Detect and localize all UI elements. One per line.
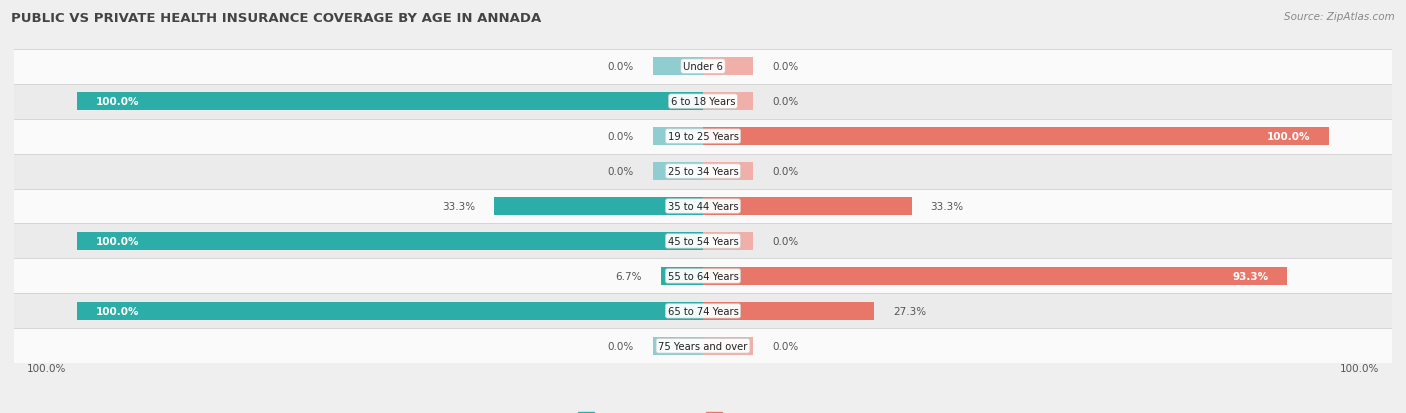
Bar bbox=[77, 93, 703, 111]
Bar bbox=[0, 119, 1406, 154]
Text: 19 to 25 Years: 19 to 25 Years bbox=[668, 132, 738, 142]
Bar bbox=[0, 294, 1406, 329]
Text: 0.0%: 0.0% bbox=[772, 97, 799, 107]
Text: 0.0%: 0.0% bbox=[772, 341, 799, 351]
Bar bbox=[0, 154, 1406, 189]
Bar bbox=[0, 329, 1406, 363]
Text: 6.7%: 6.7% bbox=[616, 271, 643, 281]
Bar bbox=[652, 163, 703, 181]
Text: 45 to 54 Years: 45 to 54 Years bbox=[668, 236, 738, 247]
Bar bbox=[703, 163, 754, 181]
Text: 100.0%: 100.0% bbox=[1340, 363, 1379, 373]
Bar bbox=[77, 232, 703, 250]
Text: 100.0%: 100.0% bbox=[27, 363, 66, 373]
Text: 0.0%: 0.0% bbox=[772, 236, 799, 247]
Text: PUBLIC VS PRIVATE HEALTH INSURANCE COVERAGE BY AGE IN ANNADA: PUBLIC VS PRIVATE HEALTH INSURANCE COVER… bbox=[11, 12, 541, 25]
Text: 0.0%: 0.0% bbox=[772, 62, 799, 72]
Text: 35 to 44 Years: 35 to 44 Years bbox=[668, 202, 738, 211]
Bar bbox=[0, 224, 1406, 259]
Text: 25 to 34 Years: 25 to 34 Years bbox=[668, 166, 738, 177]
Text: 0.0%: 0.0% bbox=[772, 166, 799, 177]
Text: 93.3%: 93.3% bbox=[1233, 271, 1268, 281]
Bar bbox=[0, 189, 1406, 224]
Text: 75 Years and over: 75 Years and over bbox=[658, 341, 748, 351]
Bar bbox=[703, 302, 875, 320]
Text: 6 to 18 Years: 6 to 18 Years bbox=[671, 97, 735, 107]
Text: 55 to 64 Years: 55 to 64 Years bbox=[668, 271, 738, 281]
Text: 100.0%: 100.0% bbox=[96, 236, 139, 247]
Text: 33.3%: 33.3% bbox=[931, 202, 963, 211]
Text: 65 to 74 Years: 65 to 74 Years bbox=[668, 306, 738, 316]
Text: 0.0%: 0.0% bbox=[607, 166, 634, 177]
Bar bbox=[703, 197, 911, 216]
Bar bbox=[652, 128, 703, 146]
Bar bbox=[703, 58, 754, 76]
Bar bbox=[77, 302, 703, 320]
Text: 100.0%: 100.0% bbox=[96, 306, 139, 316]
Bar bbox=[703, 267, 1288, 285]
Text: 0.0%: 0.0% bbox=[607, 132, 634, 142]
Bar bbox=[661, 267, 703, 285]
Bar bbox=[703, 128, 1329, 146]
Text: Under 6: Under 6 bbox=[683, 62, 723, 72]
Legend: Public Insurance, Private Insurance: Public Insurance, Private Insurance bbox=[574, 408, 832, 413]
Text: 33.3%: 33.3% bbox=[443, 202, 475, 211]
Bar bbox=[652, 337, 703, 355]
Text: 0.0%: 0.0% bbox=[607, 62, 634, 72]
Text: 100.0%: 100.0% bbox=[96, 97, 139, 107]
Bar bbox=[495, 197, 703, 216]
Text: 0.0%: 0.0% bbox=[607, 341, 634, 351]
Bar bbox=[0, 50, 1406, 84]
Text: 100.0%: 100.0% bbox=[1267, 132, 1310, 142]
Bar bbox=[0, 259, 1406, 294]
Bar bbox=[652, 58, 703, 76]
Bar bbox=[703, 232, 754, 250]
Text: Source: ZipAtlas.com: Source: ZipAtlas.com bbox=[1284, 12, 1395, 22]
Bar bbox=[703, 337, 754, 355]
Text: 27.3%: 27.3% bbox=[893, 306, 927, 316]
Bar bbox=[0, 84, 1406, 119]
Bar bbox=[703, 93, 754, 111]
